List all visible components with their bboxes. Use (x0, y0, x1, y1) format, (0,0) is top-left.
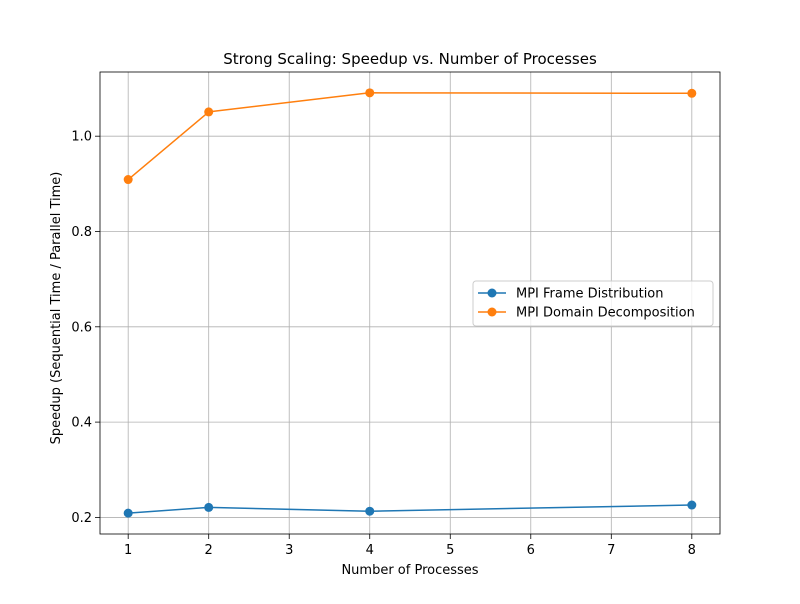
data-point (123, 175, 133, 185)
x-tick-label: 3 (285, 543, 293, 558)
data-point (365, 506, 375, 516)
x-tick-label: 4 (366, 543, 374, 558)
chart-title: Strong Scaling: Speedup vs. Number of Pr… (223, 50, 597, 68)
y-tick-label: 0.4 (71, 416, 92, 431)
data-point (687, 500, 697, 510)
y-tick-label: 0.2 (71, 511, 92, 526)
x-tick-label: 8 (688, 543, 696, 558)
x-tick-label: 2 (205, 543, 213, 558)
legend-label-frame-distribution: MPI Frame Distribution (516, 287, 664, 302)
legend-frame (472, 280, 714, 327)
x-tick-label: 1 (124, 543, 132, 558)
x-tick-label: 6 (527, 543, 535, 558)
x-tick-label: 7 (607, 543, 615, 558)
y-axis-label: Speedup (Sequential Time / Parallel Time… (49, 172, 64, 445)
x-tick-label: 5 (446, 543, 454, 558)
axes-layer: 1 2 3 4 5 6 7 8 0.2 0.4 0.6 0.8 1.0 (71, 71, 721, 558)
grid-layer (100, 72, 720, 534)
y-tick-label: 0.6 (71, 320, 92, 335)
y-tick-label: 1.0 (71, 130, 92, 145)
legend: MPI Frame Distribution MPI Domain Decomp… (472, 280, 714, 327)
data-point (365, 88, 375, 98)
axes-frame (99, 71, 721, 535)
series-line (127, 92, 692, 181)
y-tick-label: 0.8 (71, 225, 92, 240)
data-point (204, 107, 214, 117)
data-point (123, 508, 133, 518)
legend-label-domain-decomposition: MPI Domain Decomposition (516, 306, 695, 321)
data-point (687, 88, 697, 98)
legend-marker-frame-distribution (487, 288, 497, 298)
data-point (204, 502, 214, 512)
legend-marker-domain-decomposition (487, 307, 497, 317)
series-line (128, 504, 692, 514)
x-axis-label: Number of Processes (341, 563, 478, 578)
series-layer (123, 88, 697, 518)
